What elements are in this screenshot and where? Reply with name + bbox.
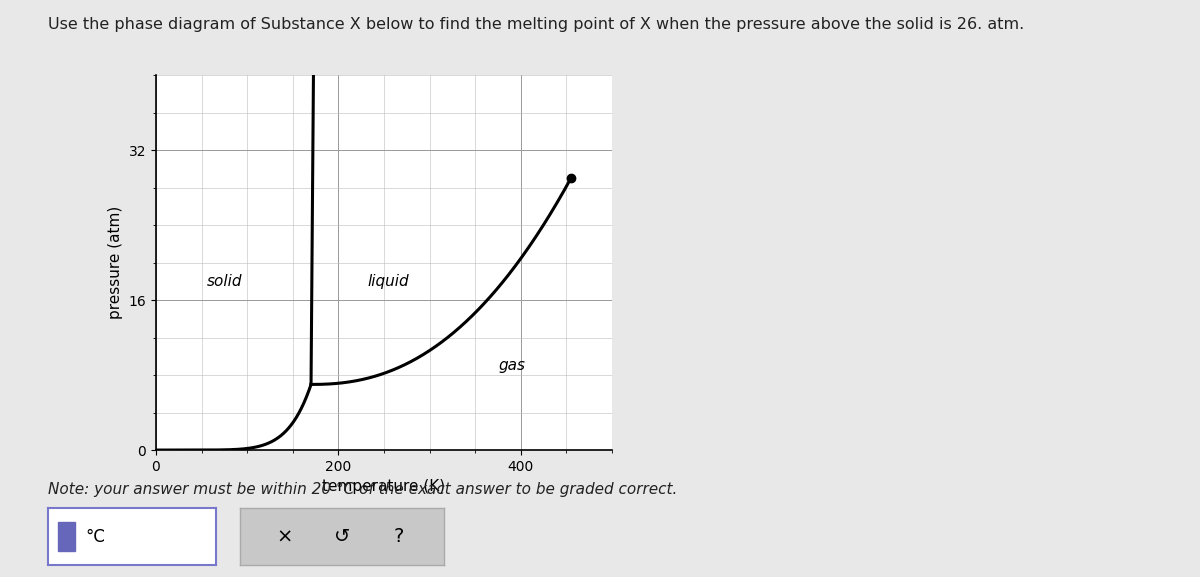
Text: ?: ? bbox=[394, 527, 404, 546]
Text: solid: solid bbox=[206, 274, 242, 288]
Text: °C: °C bbox=[85, 527, 104, 546]
Text: ×: × bbox=[277, 527, 293, 546]
Text: Use the phase diagram of Substance X below to find the melting point of X when t: Use the phase diagram of Substance X bel… bbox=[48, 17, 1025, 32]
Text: Note: your answer must be within 20 °C of the exact answer to be graded correct.: Note: your answer must be within 20 °C o… bbox=[48, 482, 677, 497]
Text: ↺: ↺ bbox=[334, 527, 350, 546]
Text: liquid: liquid bbox=[367, 274, 409, 288]
Bar bbox=[58, 522, 74, 551]
Text: gas: gas bbox=[498, 358, 526, 373]
X-axis label: temperature (K): temperature (K) bbox=[323, 479, 445, 494]
Y-axis label: pressure (atm): pressure (atm) bbox=[108, 206, 122, 319]
